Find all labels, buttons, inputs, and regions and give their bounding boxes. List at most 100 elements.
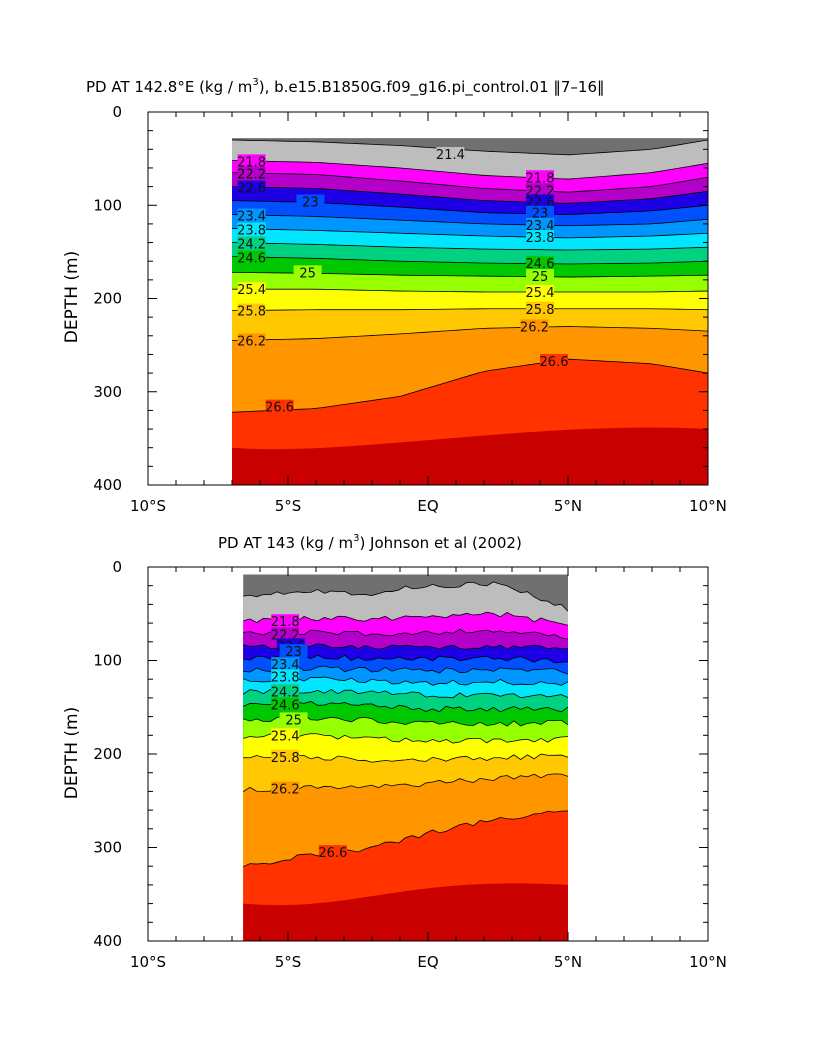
contour-label: 26.6 bbox=[540, 355, 569, 370]
contour-label: 25 bbox=[299, 266, 316, 281]
x-tick-label: 5°S bbox=[275, 953, 302, 971]
contour-label: 25.4 bbox=[237, 283, 266, 298]
x-tick-label: 5°N bbox=[554, 497, 582, 515]
contour-label: 24.6 bbox=[526, 257, 555, 272]
contour-label-bg bbox=[526, 183, 554, 197]
contour-label: 25.8 bbox=[271, 751, 300, 766]
x-tick-label: 10°N bbox=[689, 953, 727, 971]
contour-label: 24.2 bbox=[271, 685, 300, 700]
contour-label-bg bbox=[237, 180, 266, 194]
y-tick-label: 200 bbox=[93, 745, 122, 763]
contour-label-bg bbox=[237, 282, 266, 296]
contour-label: 22.6 bbox=[237, 182, 266, 197]
contour-line-24.2 bbox=[231, 242, 709, 251]
x-tick-label: 10°S bbox=[130, 497, 166, 515]
bottom-y-axis-label: DEPTH (m) bbox=[62, 707, 82, 799]
contour-label: 23 bbox=[285, 645, 302, 660]
contour-line-21.8 bbox=[231, 160, 709, 180]
contour-label-bg bbox=[237, 154, 266, 168]
contour-label: 21.8 bbox=[526, 171, 555, 186]
contour-line-26.6 bbox=[231, 358, 709, 413]
x-tick-label: 5°S bbox=[275, 497, 302, 515]
contour-label: 26.2 bbox=[237, 334, 266, 349]
x-tick-label: 10°S bbox=[130, 953, 166, 971]
bottom-plot-area: 21.822.222.62323.423.824.224.62525.425.8… bbox=[242, 574, 569, 941]
contour-label: 26.2 bbox=[271, 783, 300, 798]
contour-label-bg bbox=[237, 333, 266, 347]
y-tick-label: 300 bbox=[93, 383, 122, 401]
contour-label: 26.6 bbox=[318, 846, 347, 861]
bottom-axes: 10°S 5°S EQ 5°N 10°N 0 100 200 300 400 bbox=[93, 558, 727, 971]
contour-label-bg bbox=[436, 146, 465, 160]
contour-band-deep bbox=[243, 883, 568, 941]
contour-line-26.2 bbox=[231, 326, 709, 341]
contour-band-deep bbox=[232, 427, 708, 485]
contour-label: 23.8 bbox=[271, 670, 300, 685]
contour-label: 21.4 bbox=[436, 148, 465, 163]
y-tick-label: 100 bbox=[93, 196, 122, 214]
contour-label-bg bbox=[279, 644, 308, 658]
bottom-chart-panel: PD AT 143 (kg / m3) Johnson et al (2002)… bbox=[62, 533, 727, 971]
contour-label: 23.4 bbox=[237, 210, 266, 225]
contour-label: 23.8 bbox=[526, 231, 555, 246]
contour-label-bg bbox=[271, 657, 300, 671]
contour-label-bg bbox=[271, 684, 300, 698]
y-tick-label: 0 bbox=[112, 558, 122, 576]
contour-label-bg bbox=[237, 222, 266, 236]
x-tick-label: EQ bbox=[417, 497, 438, 515]
contour-line-23.8 bbox=[231, 228, 709, 239]
contour-label-bg bbox=[271, 614, 300, 628]
contour-label: 21.8 bbox=[271, 615, 300, 630]
bottom-chart-title: PD AT 143 (kg / m3) Johnson et al (2002) bbox=[218, 533, 522, 552]
contour-label: 26.2 bbox=[520, 320, 549, 335]
contour-label-bg bbox=[271, 781, 300, 795]
contour-label-bg bbox=[271, 627, 300, 641]
contour-label-bg bbox=[318, 845, 347, 859]
contour-line-25.8 bbox=[231, 308, 709, 312]
contour-label-bg bbox=[526, 229, 554, 243]
contour-label-bg bbox=[526, 301, 554, 315]
contour-line-25.4 bbox=[232, 288, 709, 293]
top-chart-panel: PD AT 142.8°E (kg / m3), b.e15.B1850G.f0… bbox=[62, 77, 727, 515]
y-tick-label: 200 bbox=[93, 290, 122, 308]
contour-label: 23 bbox=[302, 196, 319, 211]
contour-line-22.2 bbox=[231, 172, 709, 193]
y-tick-label: 100 bbox=[93, 652, 122, 670]
contour-label-bg bbox=[271, 669, 300, 683]
contour-label: 24.6 bbox=[237, 251, 266, 266]
contour-line-21.4 bbox=[231, 139, 709, 156]
contour-label: 24.6 bbox=[271, 698, 300, 713]
top-y-axis-label: DEPTH (m) bbox=[62, 251, 82, 343]
contour-label-bg bbox=[520, 319, 549, 333]
contour-label-bg bbox=[237, 236, 266, 250]
top-chart-title: PD AT 142.8°E (kg / m3), b.e15.B1850G.f0… bbox=[86, 77, 605, 97]
y-tick-label: 300 bbox=[93, 839, 122, 857]
contour-line-24.6 bbox=[231, 256, 709, 265]
contour-label-bg bbox=[237, 303, 266, 317]
contour-label: 25.4 bbox=[526, 286, 555, 301]
contour-label-bg bbox=[237, 250, 266, 264]
contour-line-21.4 bbox=[243, 581, 569, 612]
contour-label-bg bbox=[265, 399, 294, 413]
contour-label: 25 bbox=[285, 713, 302, 728]
x-tick-label: 10°N bbox=[689, 497, 727, 515]
contour-label-bg bbox=[526, 170, 554, 184]
contour-label: 23.8 bbox=[237, 223, 266, 238]
top-plot-area: 21.421.822.222.62323.423.824.224.62525.4… bbox=[231, 138, 709, 486]
contour-label: 22.2 bbox=[237, 168, 266, 183]
y-tick-label: 0 bbox=[112, 103, 122, 121]
contour-label: 25.8 bbox=[526, 303, 555, 318]
contour-label-bg bbox=[271, 697, 300, 711]
contour-label-bg bbox=[526, 217, 554, 231]
contour-line-22.6 bbox=[231, 186, 709, 204]
contour-label-bg bbox=[237, 208, 266, 222]
contour-label-bg bbox=[279, 712, 308, 726]
contour-label-bg bbox=[296, 194, 325, 208]
contour-label-bg bbox=[526, 256, 554, 270]
contour-label: 25 bbox=[532, 270, 549, 285]
contour-label: 24.2 bbox=[237, 237, 266, 252]
top-axes: 10°S 5°S EQ 5°N 10°N 0 100 200 300 400 bbox=[93, 103, 727, 515]
contour-label-bg bbox=[526, 284, 554, 298]
contour-line-26.6 bbox=[243, 810, 569, 868]
contour-label: 26.6 bbox=[265, 401, 294, 416]
